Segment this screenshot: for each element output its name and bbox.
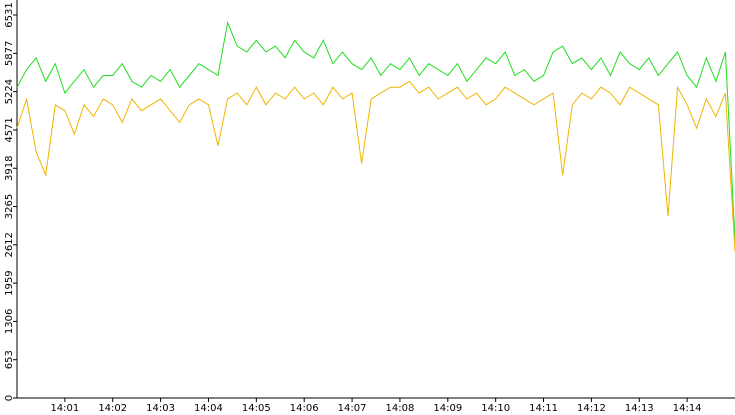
x-tick-label: 14:12: [577, 403, 606, 414]
x-tick-label: 14:09: [433, 403, 462, 414]
y-tick-label: 4571: [4, 117, 15, 142]
y-tick-label: 1306: [4, 309, 15, 334]
x-tick-label: 14:13: [625, 403, 654, 414]
y-tick-label: 1959: [4, 270, 15, 295]
y-tick-label: 653: [4, 350, 15, 369]
y-tick-label: 2612: [4, 232, 15, 257]
x-tick-label: 14:10: [481, 403, 510, 414]
x-tick-label: 14:02: [98, 403, 127, 414]
y-tick-label: 3918: [4, 156, 15, 181]
x-tick-label: 14:04: [194, 403, 223, 414]
y-tick-label: 5224: [4, 79, 15, 104]
x-tick-label: 14:07: [338, 403, 367, 414]
x-tick-label: 14:06: [290, 403, 319, 414]
series-line: [16, 80, 735, 252]
y-tick-label: 5877: [4, 41, 15, 66]
y-tick-label: 3265: [4, 194, 15, 219]
x-tick-label: 14:05: [242, 403, 271, 414]
y-tick-label: 6531: [4, 2, 15, 27]
series-line: [16, 20, 735, 240]
x-tick-label: 14:11: [529, 403, 558, 414]
x-tick-label: 14:01: [50, 403, 79, 414]
x-tick-label: 14:08: [386, 403, 415, 414]
x-tick-label: 14:03: [146, 403, 175, 414]
x-tick-label: 14:14: [673, 403, 702, 414]
y-tick-label: 0: [4, 395, 15, 401]
